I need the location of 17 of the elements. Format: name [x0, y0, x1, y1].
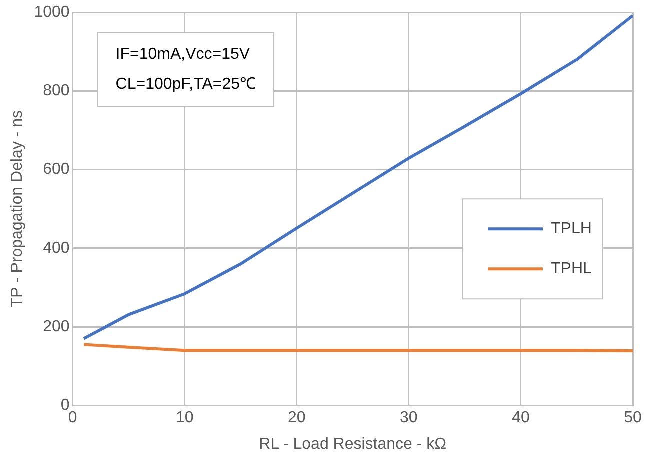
x-tick-label: 30 — [400, 410, 418, 427]
legend-label: TPHL — [551, 260, 592, 278]
y-tick-label: 800 — [43, 82, 70, 100]
annotation: IF=10mA,Vcc=15V — [116, 46, 250, 64]
y-tick-label: 600 — [43, 161, 70, 178]
x-tick-label: 50 — [624, 410, 642, 427]
x-tick-label: 10 — [176, 410, 194, 427]
x-tick-label: 20 — [288, 410, 306, 427]
annotation: CL=100pF,TA=25℃ — [116, 76, 256, 94]
legend-label: TPLH — [551, 220, 592, 238]
x-axis-title: RL - Load Resistance - kΩ — [259, 436, 447, 453]
y-axis-title: TP - Propagation Delay - ns — [9, 110, 26, 308]
y-tick-label: 0 — [60, 397, 70, 414]
y-tick-label: 400 — [43, 240, 70, 257]
y-tick-label: 1000 — [34, 4, 70, 22]
x-tick-label: 40 — [512, 410, 530, 427]
y-tick-label: 200 — [43, 318, 70, 336]
